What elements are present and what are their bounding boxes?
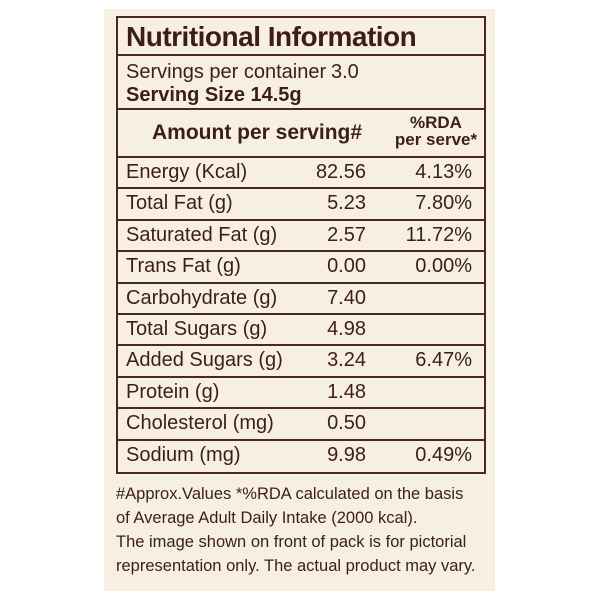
rda-header-line2: per serve* <box>394 130 478 149</box>
nutrient-name: Saturated Fat (g) <box>126 223 278 246</box>
table-row: Saturated Fat (g) 2.57 11.72% <box>118 221 484 253</box>
table-row: Protein (g) 1.48 <box>118 378 484 410</box>
nutrient-name: Cholesterol (mg) <box>126 412 274 435</box>
nutrient-name: Total Sugars (g) <box>126 317 268 340</box>
nutrient-amount: 0.00 <box>327 255 366 278</box>
table-row: Cholesterol (mg) 0.50 <box>118 409 484 441</box>
nutrient-name: Carbohydrate (g) <box>126 286 278 309</box>
servings-label: Servings per container <box>126 61 327 83</box>
footnote-line: The image shown on front of pack is for … <box>116 533 467 551</box>
footnote-line: of Average Adult Daily Intake (2000 kcal… <box>116 509 418 527</box>
nutrient-name: Protein (g) <box>126 380 220 403</box>
nutrient-amount: 7.40 <box>327 286 366 309</box>
nutrient-rda: 7.80% <box>415 192 472 215</box>
nutrient-amount: 9.98 <box>327 443 366 466</box>
table-row: Total Fat (g) 5.23 7.80% <box>118 189 484 221</box>
footnote-line: representation only. The actual product … <box>116 557 476 575</box>
table-header: Amount per serving# %RDA per serve* <box>118 110 484 158</box>
nutrient-amount: 4.98 <box>327 317 366 340</box>
nutrient-name: Energy (Kcal) <box>126 161 248 183</box>
nutrient-amount: 2.57 <box>327 223 366 246</box>
servings-value: 3.0 <box>331 61 359 83</box>
nutrient-rda: 6.47% <box>415 349 472 372</box>
table-row: Sodium (mg) 9.98 0.49% <box>118 441 484 472</box>
nutrient-amount: 5.23 <box>327 192 366 215</box>
serving-info: Servings per container 3.0 Serving Size 1… <box>118 56 484 110</box>
nutrient-amount: 0.50 <box>327 412 366 435</box>
table-row: Total Sugars (g) 4.98 <box>118 315 484 347</box>
nutrient-amount: 1.48 <box>327 380 366 403</box>
nutrient-rda: 4.13% <box>415 161 472 183</box>
nutrient-name: Sodium (mg) <box>126 443 241 466</box>
nutrient-rda: 0.00% <box>415 255 472 278</box>
footnote: #Approx.Values *%RDA calculated on the b… <box>116 482 491 578</box>
nutrient-amount: 3.24 <box>327 349 366 372</box>
nutrient-rows: Energy (Kcal) 82.56 4.13% Total Fat (g) … <box>118 158 484 472</box>
table-row: Added Sugars (g) 3.24 6.47% <box>118 346 484 378</box>
label-background <box>104 9 495 591</box>
nutrient-name: Total Fat (g) <box>126 192 233 215</box>
amount-per-serving-header: Amount per serving# <box>152 121 363 144</box>
serving-size: Serving Size 14.5g <box>126 84 302 106</box>
servings-per-container: Servings per container 3.0 <box>126 60 359 84</box>
rda-header-line1: %RDA <box>410 113 462 132</box>
nutrient-name: Trans Fat (g) <box>126 255 241 278</box>
table-row: Carbohydrate (g) 7.40 <box>118 284 484 315</box>
rda-header: %RDA per serve* <box>388 114 484 148</box>
nutrient-amount: 82.56 <box>315 161 366 183</box>
table-row: Energy (Kcal) 82.56 4.13% <box>118 158 484 190</box>
nutrient-name: Added Sugars (g) <box>126 349 283 372</box>
nutrition-table: Nutritional Information Servings per con… <box>116 16 486 474</box>
footnote-line: #Approx.Values *%RDA calculated on the b… <box>116 485 464 503</box>
nutrient-rda: 11.72% <box>405 223 472 246</box>
table-row: Trans Fat (g) 0.00 0.00% <box>118 252 484 284</box>
table-title: Nutritional Information <box>118 18 484 56</box>
nutrient-rda: 0.49% <box>415 443 472 466</box>
